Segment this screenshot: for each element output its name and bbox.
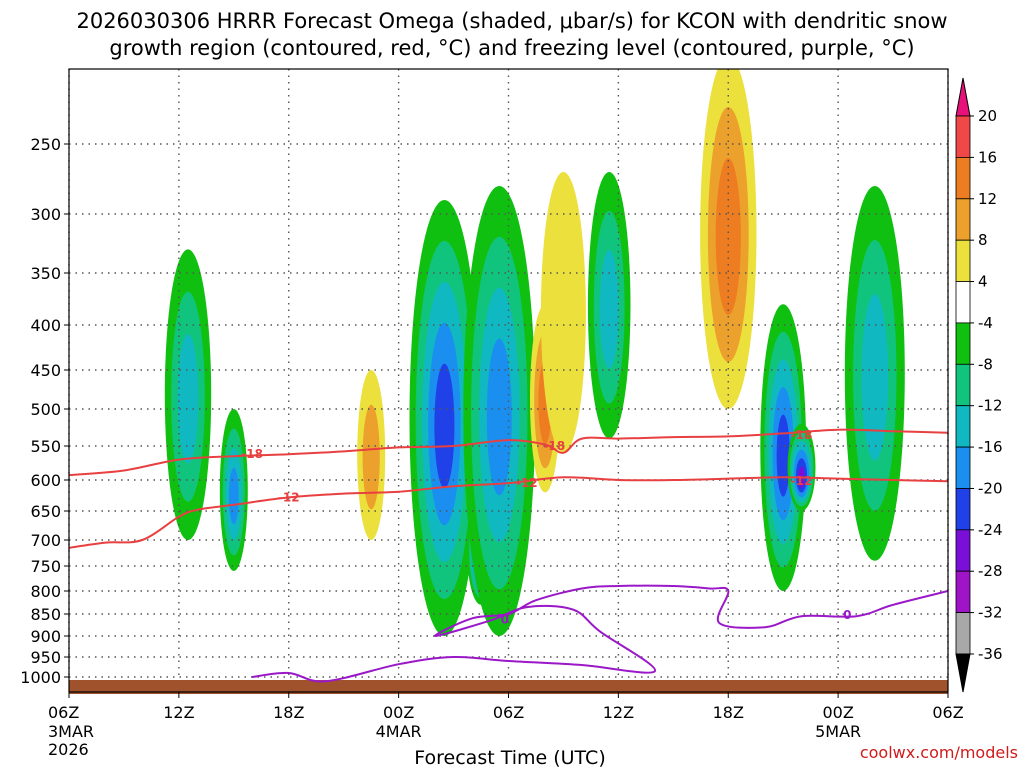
- colorbar-label-2: 12: [978, 190, 997, 208]
- contour-label-2-0: 0: [501, 612, 509, 626]
- x-tick-label-36: 18Z: [713, 703, 744, 722]
- y-tick-label-900: 900: [30, 627, 61, 646]
- colorbar-bin-3: [955, 198, 971, 241]
- y-tick-label-250: 250: [30, 135, 61, 154]
- y-tick-label-850: 850: [30, 605, 61, 624]
- x-axis-title: Forecast Time (UTC): [414, 747, 605, 768]
- colorbar-bin-5: [955, 281, 971, 324]
- contour-label-0-2: -18: [791, 428, 813, 442]
- y-tick-label-400: 400: [30, 316, 61, 335]
- y-tick-label-1000: 1000: [20, 668, 61, 687]
- y-tick-label-550: 550: [30, 437, 61, 456]
- x-tick-label-30: 12Z: [603, 703, 634, 722]
- omega-shading: [164, 69, 905, 636]
- colorbar-label-4: 4: [978, 273, 988, 291]
- colorbar-bin-9: [955, 446, 971, 489]
- colorbar-bin-11: [955, 529, 971, 572]
- colorbar-label-8: -16: [978, 438, 1003, 456]
- colorbar-label-3: 8: [978, 231, 988, 249]
- credit-link[interactable]: coolwx.com/models: [860, 743, 1018, 762]
- colorbar-bin-13: [955, 612, 971, 655]
- x-tick-label-48: 06Z: [932, 703, 963, 722]
- omega-feature-5-level-3: [486, 338, 512, 496]
- colorbar-bin-12: [955, 570, 971, 614]
- colorbar-label-7: -12: [978, 397, 1003, 415]
- contour-minus12-line: [69, 476, 948, 549]
- colorbar-bottom-arrow: [955, 653, 971, 693]
- colorbar-label-10: -24: [978, 521, 1003, 539]
- colorbar-bin-6: [955, 322, 971, 365]
- y-axis: 250 300 350 400 450 500 550 600 650 700 750 800 850 9…: [20, 135, 69, 687]
- omega-feature-8-level-2: [599, 250, 619, 369]
- x-year-label: 2026: [48, 740, 89, 759]
- contour-label-1-0: -12: [278, 490, 300, 504]
- colorbar-top-arrow: [955, 77, 971, 117]
- x-date-label-18: 4MAR: [376, 722, 422, 741]
- contour-label-1-2: -12: [791, 474, 813, 488]
- x-tick-label-6: 12Z: [163, 703, 194, 722]
- contour-lines: -18 -18 -18 -12 -12 -12 0 0: [69, 428, 948, 683]
- colorbar-bin-7: [955, 363, 971, 407]
- x-tick-label-42: 00Z: [822, 703, 853, 722]
- chart-title-line2: growth region (contoured, red, °C) and f…: [109, 36, 914, 60]
- x-tick-label-0: 06Z: [48, 703, 79, 722]
- contour-minus18-line: [69, 428, 948, 477]
- colorbar-label-6: -8: [978, 355, 993, 373]
- x-tick-label-12: 18Z: [273, 703, 304, 722]
- y-tick-label-600: 600: [30, 471, 61, 490]
- x-tick-label-18: 00Z: [383, 703, 414, 722]
- contour-label-0-0: -18: [241, 447, 263, 461]
- omega-feature-10-level-4: [776, 414, 790, 497]
- y-tick-label-750: 750: [30, 557, 61, 576]
- omega-feature-0-level-2: [177, 334, 199, 464]
- x-tick-label-24: 06Z: [493, 703, 524, 722]
- contour-label-1-1: -12: [516, 476, 538, 490]
- colorbar: 20 16 12 8 4 -4 -8 -12 -16 -20 -24 -28 -32 -36: [955, 77, 1003, 693]
- y-tick-label-350: 350: [30, 264, 61, 283]
- y-tick-label-650: 650: [30, 502, 61, 521]
- chart-title-line1: 2026030306 HRRR Forecast Omega (shaded, …: [76, 9, 947, 33]
- contour-label-0-1: -18: [543, 439, 565, 453]
- omega-feature-3-level-4: [434, 363, 455, 489]
- colorbar-label-9: -20: [978, 479, 1003, 497]
- omega-feature-12-level-2: [861, 294, 889, 461]
- contour-0-line: [251, 584, 948, 683]
- colorbar-label-11: -28: [978, 562, 1003, 580]
- colorbar-bin-1: [955, 115, 971, 158]
- omega-feature-2-level-1: [362, 404, 380, 510]
- colorbar-label-1: 16: [978, 148, 997, 166]
- omega-feature-7-level-0: [540, 172, 586, 453]
- y-tick-label-500: 500: [30, 400, 61, 419]
- y-tick-label-950: 950: [30, 648, 61, 667]
- y-tick-label-300: 300: [30, 205, 61, 224]
- y-tick-label-800: 800: [30, 582, 61, 601]
- colorbar-bin-2: [955, 156, 971, 200]
- y-tick-label-450: 450: [30, 361, 61, 380]
- colorbar-label-0: 20: [978, 107, 997, 125]
- x-date-label-42: 5MAR: [815, 722, 861, 741]
- colorbar-label-12: -32: [978, 604, 1003, 622]
- colorbar-label-5: -4: [978, 314, 993, 332]
- colorbar-bin-8: [955, 405, 971, 448]
- x-date-label-0: 3MAR: [48, 722, 94, 741]
- omega-feature-9-level-2: [715, 158, 741, 315]
- colorbar-bin-4: [955, 239, 971, 282]
- contour-label-2-1: 0: [843, 608, 851, 622]
- colorbar-label-13: -36: [978, 645, 1003, 663]
- colorbar-bin-10: [955, 488, 971, 531]
- omega-feature-1-level-3: [228, 467, 239, 525]
- y-tick-label-700: 700: [30, 531, 61, 550]
- ground-surface: [69, 680, 948, 694]
